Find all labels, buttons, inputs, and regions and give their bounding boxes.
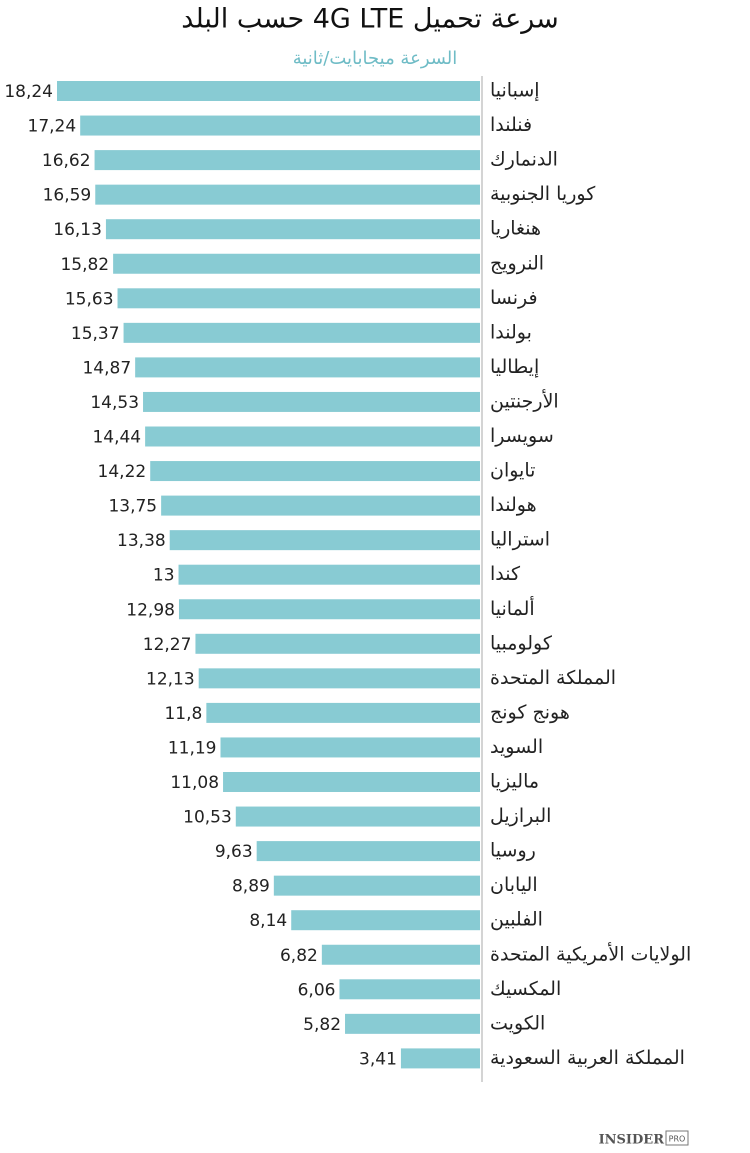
- category-label: البرازيل: [490, 805, 551, 827]
- value-label: 16,13: [53, 220, 102, 240]
- logo-badge: PRO: [669, 1135, 686, 1144]
- category-label: كوريا الجنوبية: [490, 183, 596, 205]
- category-label: المكسيك: [490, 978, 561, 1000]
- category-label: النرويج: [490, 252, 544, 274]
- logo: INSIDER: [599, 1133, 665, 1148]
- value-label: 11,8: [164, 704, 202, 724]
- category-label: تايوان: [490, 460, 535, 482]
- category-label: هونج كونج: [490, 701, 570, 723]
- value-label: 14,44: [92, 428, 141, 448]
- value-label: 14,87: [82, 358, 131, 378]
- value-label: 16,59: [43, 186, 92, 206]
- value-label: 8,89: [232, 877, 270, 897]
- value-label: 16,62: [42, 151, 91, 171]
- category-label: الكويت: [490, 1012, 545, 1034]
- category-label: الفلبين: [490, 909, 543, 931]
- value-label: 8,14: [249, 911, 287, 931]
- category-label: فرنسا: [490, 287, 538, 309]
- logo-badge-box: [665, 1130, 689, 1146]
- value-label: 15,63: [65, 289, 114, 309]
- category-label: فنلندا: [490, 114, 532, 136]
- bar: [220, 737, 481, 758]
- bar: [113, 253, 481, 274]
- category-label: ماليزيا: [490, 771, 539, 793]
- subtitle: السرعة ميجابايت/ثانية: [293, 48, 458, 69]
- value-label: 12,98: [126, 600, 175, 620]
- value-label: 9,63: [215, 842, 253, 862]
- bar: [145, 426, 480, 447]
- category-label: الدنمارك: [490, 149, 558, 171]
- bar: [123, 322, 481, 343]
- bar: [150, 461, 480, 482]
- bar: [345, 1013, 480, 1034]
- bar: [256, 841, 480, 862]
- value-label: 14,22: [98, 462, 147, 482]
- category-label: هولندا: [490, 494, 537, 516]
- category-label: كولومبيا: [490, 632, 553, 654]
- bar: [291, 910, 480, 931]
- bar: [235, 806, 480, 827]
- category-label: روسيا: [490, 840, 536, 862]
- chart-title: سرعة تحميل 4G LTE حسب البلد: [181, 4, 558, 35]
- value-label: 14,53: [90, 393, 139, 413]
- category-label: السويد: [490, 736, 543, 758]
- bar: [273, 875, 480, 896]
- bar: [223, 772, 480, 792]
- bar: [135, 357, 480, 378]
- category-label: سويسرا: [490, 425, 554, 447]
- category-label: المملكة المتحدة: [490, 667, 616, 689]
- bar: [198, 668, 480, 689]
- bar: [161, 495, 480, 516]
- category-label: اليابان: [490, 874, 538, 896]
- value-label: 10,53: [183, 808, 232, 828]
- value-label: 5,82: [303, 1015, 341, 1035]
- bar: [178, 564, 481, 585]
- value-label: 18,24: [4, 82, 53, 102]
- value-label: 13: [153, 566, 175, 586]
- bar: [206, 702, 480, 723]
- category-label: المملكة العربية السعودية: [490, 1047, 685, 1069]
- bar: [321, 944, 480, 965]
- bar: [143, 391, 480, 412]
- value-label: 13,38: [117, 531, 166, 551]
- value-label: 3,41: [359, 1049, 397, 1069]
- category-label: كندا: [490, 563, 521, 585]
- category-label: إيطاليا: [490, 356, 539, 379]
- bar: [117, 288, 481, 309]
- category-label: هنغاريا: [490, 218, 541, 240]
- value-label: 12,13: [146, 669, 195, 689]
- value-label: 17,24: [28, 117, 77, 137]
- category-label: الولايات الأمريكية المتحدة: [490, 942, 691, 965]
- bar: [94, 150, 480, 171]
- bar: [80, 115, 480, 136]
- bar: [339, 979, 480, 1000]
- bar: [57, 81, 480, 101]
- value-label: 15,37: [71, 324, 120, 344]
- category-label: استراليا: [490, 529, 550, 551]
- bar: [195, 633, 480, 654]
- value-label: 6,06: [298, 980, 336, 1000]
- bar: [400, 1048, 480, 1069]
- value-label: 11,19: [168, 738, 217, 758]
- bar: [178, 599, 480, 620]
- bar: [169, 530, 481, 551]
- value-label: 15,82: [60, 255, 109, 275]
- value-label: 11,08: [170, 773, 219, 793]
- value-label: 13,75: [108, 497, 157, 517]
- bar: [105, 219, 481, 240]
- value-label: 6,82: [280, 946, 318, 966]
- bar: [95, 184, 480, 205]
- category-label: بولندا: [490, 321, 532, 343]
- category-label: الأرجنتين: [490, 389, 559, 412]
- category-label: إسبانيا: [490, 80, 540, 103]
- category-label: ألمانيا: [490, 596, 535, 620]
- value-label: 12,27: [143, 635, 192, 655]
